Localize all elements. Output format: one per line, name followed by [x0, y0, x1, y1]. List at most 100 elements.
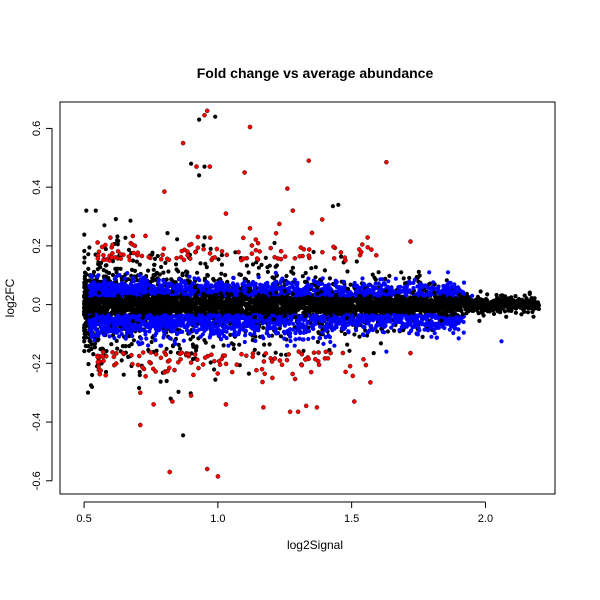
data-point: [96, 337, 101, 342]
data-point: [313, 275, 318, 280]
data-point: [385, 329, 390, 334]
data-point: [513, 294, 518, 299]
data-point: [416, 291, 421, 296]
data-point: [240, 282, 245, 287]
data-point: [84, 279, 89, 284]
data-point: [183, 291, 188, 297]
data-point: [376, 281, 381, 286]
data-point: [328, 339, 333, 345]
data-point: [309, 284, 314, 289]
data-point: [367, 288, 372, 293]
data-point: [121, 288, 127, 293]
data-point: [166, 269, 171, 274]
data-point: [86, 266, 91, 271]
data-point: [318, 281, 323, 287]
data-point: [382, 282, 388, 287]
data-point: [90, 372, 95, 378]
data-point: [188, 337, 193, 342]
data-point: [386, 279, 391, 284]
data-point: [99, 284, 104, 289]
data-point: [82, 232, 87, 237]
data-point: [243, 333, 248, 338]
data-point: [86, 362, 91, 367]
data-point: [313, 265, 318, 270]
data-point: [115, 242, 120, 247]
data-point: [362, 283, 367, 288]
data-point: [420, 293, 426, 298]
data-point: [155, 253, 160, 259]
data-point: [248, 331, 253, 337]
data-point: [152, 295, 157, 300]
data-point: [115, 238, 120, 243]
data-point: [329, 323, 334, 328]
data-point: [157, 272, 162, 277]
data-point: [371, 351, 376, 356]
data-point: [89, 334, 94, 340]
data-point: [233, 292, 238, 297]
data-point: [230, 281, 236, 286]
data-point: [399, 270, 404, 275]
data-point: [175, 237, 180, 242]
data-point: [175, 283, 180, 288]
data-point: [119, 358, 124, 363]
data-point: [180, 273, 185, 278]
data-point: [82, 248, 87, 254]
data-point: [306, 276, 311, 281]
data-point: [357, 334, 362, 339]
data-point: [176, 389, 181, 394]
data-point: [252, 290, 257, 295]
data-point: [278, 334, 283, 339]
data-point: [205, 273, 210, 278]
data-point: [208, 360, 213, 365]
data-point: [242, 339, 247, 345]
data-point: [290, 284, 295, 289]
data-point: [392, 328, 397, 333]
data-point: [221, 343, 226, 348]
data-point: [149, 339, 154, 345]
data-point: [216, 257, 221, 262]
data-point: [333, 278, 338, 283]
data-point: [256, 265, 261, 270]
data-point: [226, 343, 231, 348]
data-point: [88, 339, 93, 345]
data-point: [219, 253, 224, 258]
data-point: [417, 273, 422, 278]
data-point: [345, 342, 350, 347]
data-point: [83, 343, 88, 349]
data-point: [138, 279, 143, 284]
data-point: [339, 254, 344, 259]
data-point: [260, 283, 265, 288]
data-point: [285, 343, 290, 348]
data-point: [320, 276, 325, 281]
data-point: [225, 287, 230, 292]
data-point: [161, 278, 166, 283]
data-points: [82, 108, 542, 479]
data-point: [390, 292, 395, 297]
data-point: [128, 218, 133, 223]
data-point: [109, 342, 114, 347]
data-point: [187, 274, 192, 279]
data-point: [219, 262, 224, 267]
data-point: [143, 284, 148, 289]
data-point: [117, 273, 122, 278]
data-point: [84, 208, 89, 213]
data-point: [179, 284, 184, 289]
data-point: [150, 252, 155, 257]
data-point: [122, 276, 127, 281]
data-point: [115, 234, 120, 239]
data-point: [378, 341, 383, 346]
data-point: [88, 383, 94, 388]
data-point: [102, 223, 107, 228]
data-point: [196, 276, 201, 281]
data-point: [85, 390, 91, 395]
data-point: [311, 249, 316, 255]
data-point: [393, 276, 398, 281]
data-point: [205, 280, 210, 285]
data-point: [285, 280, 290, 285]
data-point: [250, 262, 256, 267]
data-point: [103, 247, 108, 252]
data-point: [125, 271, 130, 276]
data-point: [427, 281, 432, 286]
data-point: [187, 331, 192, 336]
